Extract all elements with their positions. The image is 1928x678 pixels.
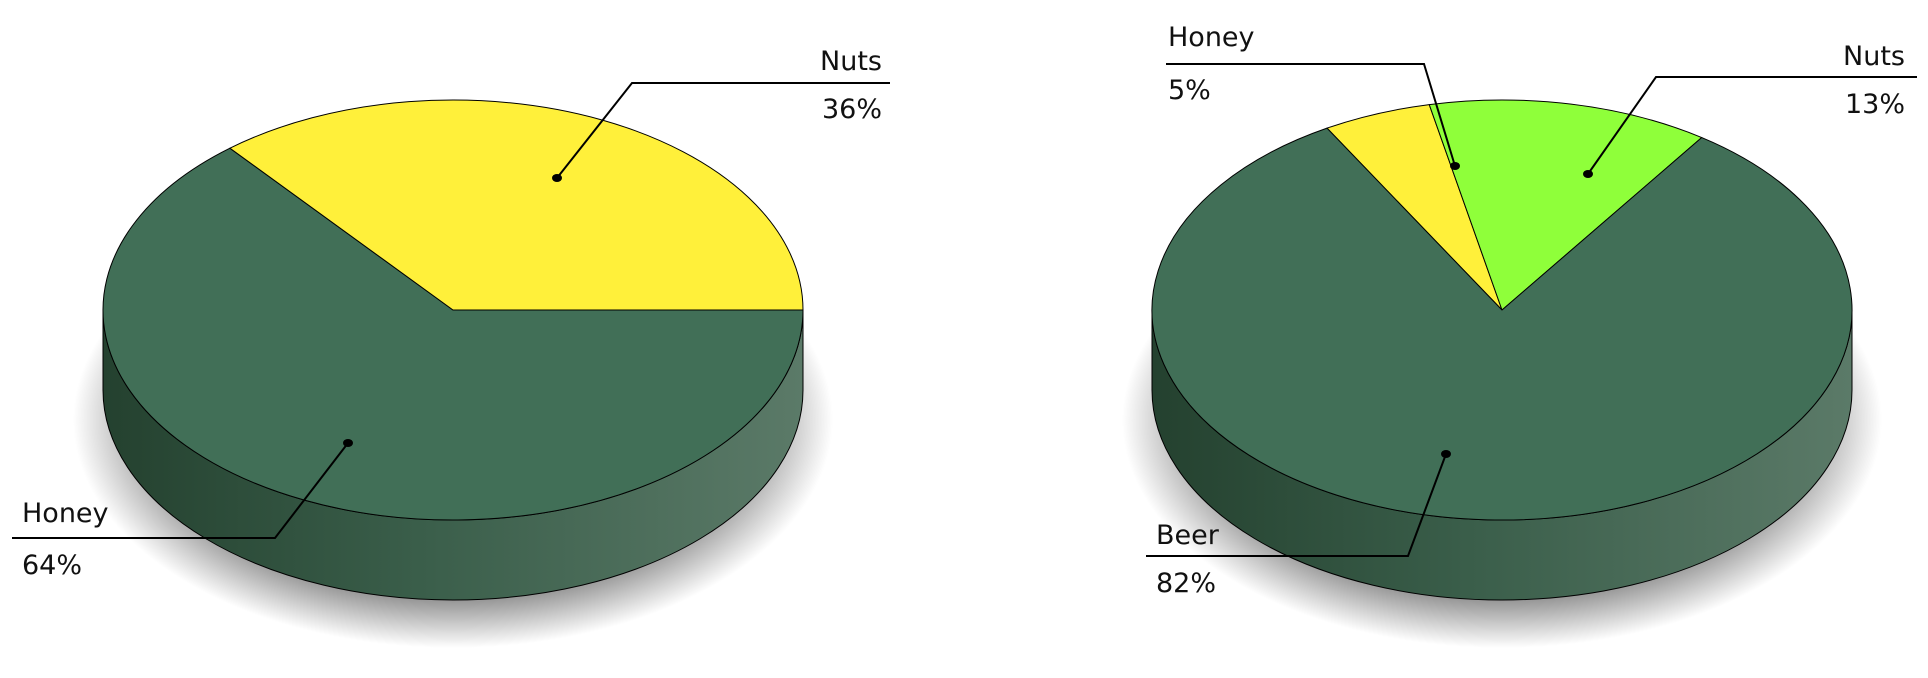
leader-dot (343, 439, 353, 447)
slice-label-honey: Honey 5% (1166, 22, 1460, 170)
pie-slice-nuts (1428, 99, 1703, 311)
slice-label-nuts: Nuts 36% (552, 46, 890, 182)
slice-label-value: 64% (22, 550, 82, 581)
leader-line (1146, 453, 1447, 557)
leader-dot (552, 174, 562, 182)
leader-dot (1583, 170, 1593, 178)
slice-label-value: 5% (1168, 75, 1211, 106)
pie-chart-1: Honey 64% Nuts 36% (12, 46, 890, 648)
leader-line (556, 82, 890, 179)
slice-label-honey: Honey 64% (12, 439, 353, 581)
pie-slice-beer (1151, 127, 1853, 521)
leader-line (1587, 76, 1917, 175)
pie-chart-2: Honey 5% Nuts 13% Beer 82% (1122, 22, 1917, 648)
slice-label-value: 36% (822, 94, 882, 125)
slice-label-name: Nuts (1843, 41, 1905, 72)
leader-line (12, 442, 349, 539)
slice-label-name: Honey (22, 498, 109, 529)
leader-dot (1450, 162, 1460, 170)
leader-dot (1441, 450, 1451, 458)
leader-line (1166, 63, 1456, 167)
slice-label-value: 82% (1156, 568, 1216, 599)
slice-label-nuts: Nuts 13% (1583, 41, 1917, 178)
slice-label-beer: Beer 82% (1146, 450, 1451, 599)
slice-label-name: Honey (1168, 22, 1255, 53)
slice-label-name: Nuts (820, 46, 882, 77)
slice-label-name: Beer (1156, 520, 1220, 551)
slice-label-value: 13% (1845, 89, 1905, 120)
